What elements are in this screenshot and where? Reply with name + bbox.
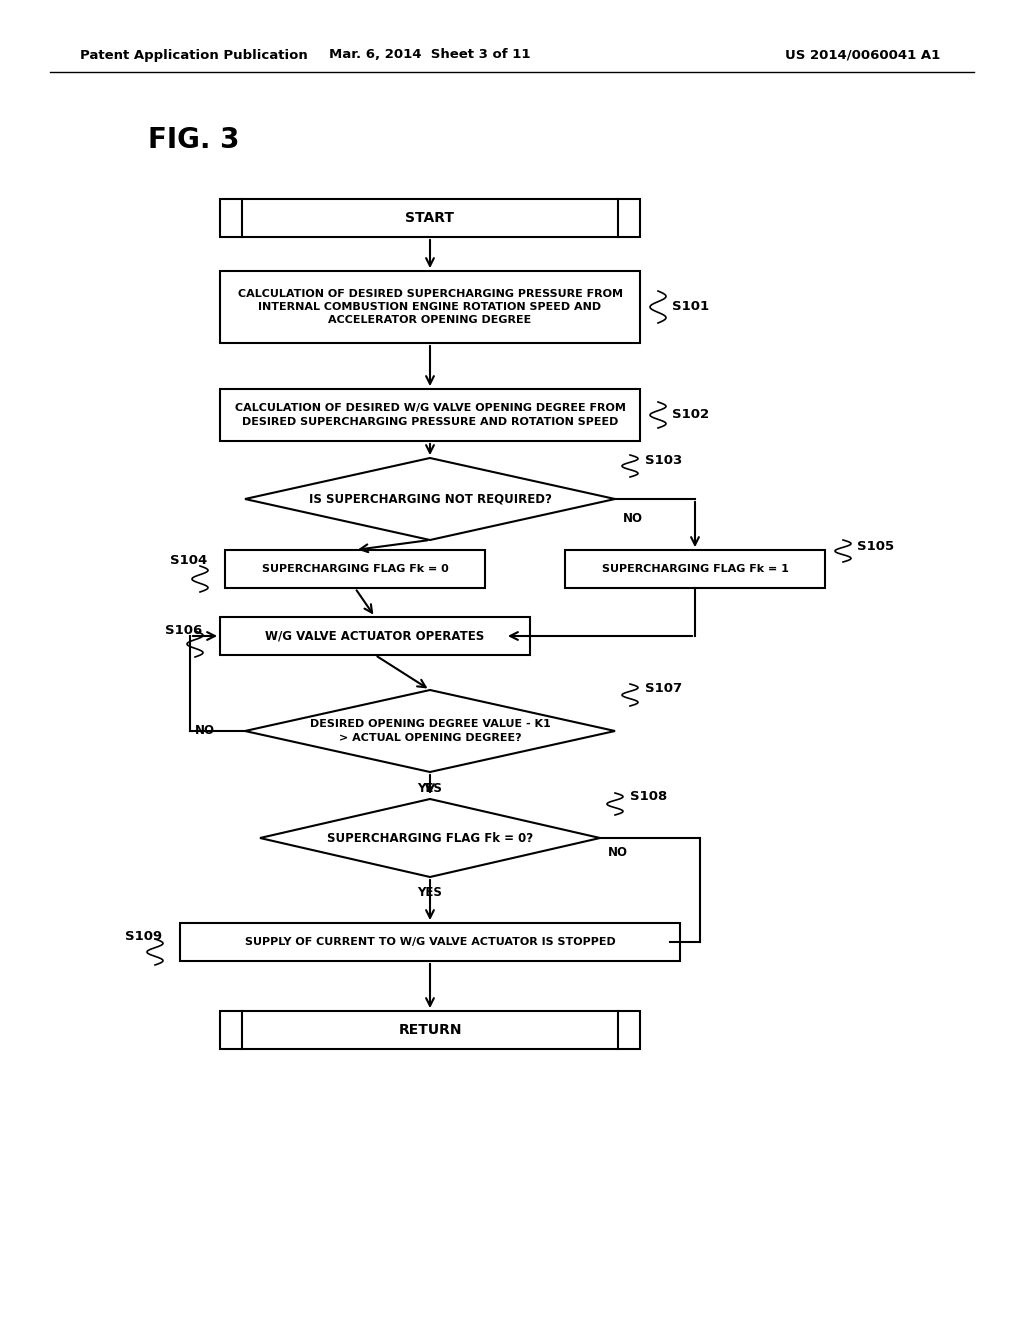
Text: IS SUPERCHARGING NOT REQUIRED?: IS SUPERCHARGING NOT REQUIRED? — [308, 492, 552, 506]
Polygon shape — [245, 458, 615, 540]
Text: W/G VALVE ACTUATOR OPERATES: W/G VALVE ACTUATOR OPERATES — [265, 630, 484, 643]
Text: YES: YES — [418, 552, 442, 565]
FancyBboxPatch shape — [180, 923, 680, 961]
FancyBboxPatch shape — [565, 550, 825, 587]
Text: Patent Application Publication: Patent Application Publication — [80, 49, 308, 62]
FancyBboxPatch shape — [220, 271, 640, 343]
Text: NO: NO — [623, 512, 643, 525]
Text: FIG. 3: FIG. 3 — [148, 125, 240, 154]
FancyBboxPatch shape — [225, 550, 485, 587]
Text: NO: NO — [195, 725, 215, 738]
FancyBboxPatch shape — [220, 616, 530, 655]
Text: S105: S105 — [857, 540, 894, 553]
Text: SUPERCHARGING FLAG Fk = 1: SUPERCHARGING FLAG Fk = 1 — [601, 564, 788, 574]
Text: S104: S104 — [170, 554, 207, 568]
Polygon shape — [245, 690, 615, 772]
Text: US 2014/0060041 A1: US 2014/0060041 A1 — [784, 49, 940, 62]
Text: SUPERCHARGING FLAG Fk = 0?: SUPERCHARGING FLAG Fk = 0? — [327, 832, 534, 845]
Text: NO: NO — [608, 846, 628, 858]
Text: DESIRED OPENING DEGREE VALUE - K1
> ACTUAL OPENING DEGREE?: DESIRED OPENING DEGREE VALUE - K1 > ACTU… — [309, 719, 550, 743]
Text: SUPPLY OF CURRENT TO W/G VALVE ACTUATOR IS STOPPED: SUPPLY OF CURRENT TO W/G VALVE ACTUATOR … — [245, 937, 615, 946]
Text: S102: S102 — [672, 408, 710, 421]
Text: S106: S106 — [165, 623, 203, 636]
Text: S109: S109 — [125, 929, 162, 942]
FancyBboxPatch shape — [220, 389, 640, 441]
Text: S101: S101 — [672, 301, 710, 314]
Text: RETURN: RETURN — [398, 1023, 462, 1038]
FancyBboxPatch shape — [220, 1011, 640, 1049]
Text: S107: S107 — [645, 681, 682, 694]
Text: SUPERCHARGING FLAG Fk = 0: SUPERCHARGING FLAG Fk = 0 — [261, 564, 449, 574]
Text: S108: S108 — [630, 791, 668, 804]
Text: CALCULATION OF DESIRED SUPERCHARGING PRESSURE FROM
INTERNAL COMBUSTION ENGINE RO: CALCULATION OF DESIRED SUPERCHARGING PRE… — [238, 289, 623, 325]
Text: START: START — [406, 211, 455, 224]
Polygon shape — [260, 799, 600, 876]
Text: YES: YES — [418, 887, 442, 899]
Text: YES: YES — [418, 781, 442, 795]
Text: S103: S103 — [645, 454, 682, 466]
FancyBboxPatch shape — [220, 199, 640, 238]
Text: CALCULATION OF DESIRED W/G VALVE OPENING DEGREE FROM
DESIRED SUPERCHARGING PRESS: CALCULATION OF DESIRED W/G VALVE OPENING… — [234, 404, 626, 426]
Text: Mar. 6, 2014  Sheet 3 of 11: Mar. 6, 2014 Sheet 3 of 11 — [330, 49, 530, 62]
